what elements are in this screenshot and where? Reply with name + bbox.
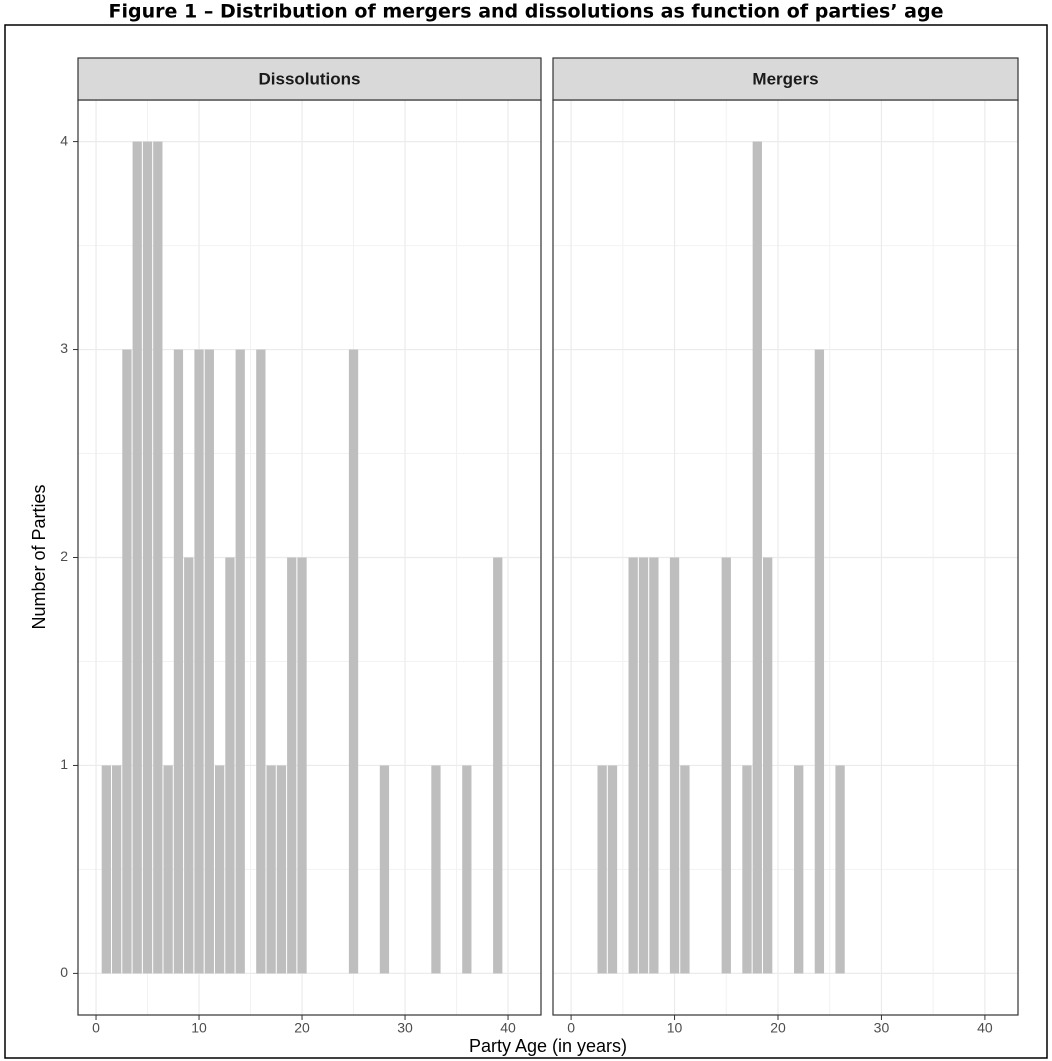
bar <box>462 765 472 974</box>
bar <box>256 349 266 974</box>
bar <box>132 141 142 974</box>
bar <box>493 557 503 974</box>
x-tick-label: 10 <box>667 1020 683 1036</box>
x-tick-label: 20 <box>770 1020 786 1036</box>
strip <box>552 57 1019 101</box>
strip <box>77 57 542 101</box>
x-tick-label: 30 <box>874 1020 890 1036</box>
bar <box>266 765 276 974</box>
x-tick-label: 40 <box>500 1020 516 1036</box>
strip-label: Mergers <box>752 69 818 88</box>
bar <box>297 557 307 974</box>
bar <box>235 349 245 974</box>
bar <box>153 141 163 974</box>
bar <box>628 557 638 974</box>
bar <box>763 557 773 974</box>
y-axis-label: Number of Parties <box>29 484 49 629</box>
y-tick-label: 2 <box>60 548 68 564</box>
bar <box>597 765 607 974</box>
bar <box>276 765 287 974</box>
bar <box>163 765 173 974</box>
strip-label: Dissolutions <box>258 69 360 88</box>
bar <box>835 765 845 974</box>
x-tick-label: 0 <box>567 1020 575 1036</box>
figure-border <box>4 24 1048 1059</box>
figure-title: Figure 1 – Distribution of mergers and d… <box>109 1 944 23</box>
bar <box>649 557 659 974</box>
y-tick-label: 4 <box>60 132 68 148</box>
bar <box>794 765 804 974</box>
x-axis-label: Party Age (in years) <box>469 1036 627 1056</box>
bar <box>122 349 132 974</box>
y-tick-label: 1 <box>60 756 68 772</box>
x-tick-label: 0 <box>92 1020 100 1036</box>
bar <box>225 557 235 974</box>
bar <box>607 765 618 974</box>
bar <box>669 557 680 974</box>
bar <box>348 349 359 974</box>
bar <box>194 349 204 974</box>
x-tick-label: 30 <box>397 1020 413 1036</box>
y-tick-label: 3 <box>60 340 68 356</box>
bar <box>214 765 225 974</box>
bar <box>173 349 184 974</box>
bar <box>638 557 649 974</box>
x-tick-label: 20 <box>294 1020 310 1036</box>
bar <box>721 557 731 974</box>
bar <box>204 349 214 974</box>
bar <box>379 765 390 974</box>
bar <box>814 349 825 974</box>
y-tick-label: 0 <box>60 964 68 980</box>
bar <box>287 557 297 974</box>
bar <box>111 765 122 974</box>
bar <box>142 141 153 974</box>
bar <box>101 765 111 974</box>
x-tick-label: 10 <box>191 1020 207 1036</box>
bar <box>752 141 762 974</box>
x-tick-label: 40 <box>977 1020 993 1036</box>
bar <box>431 765 441 974</box>
bar <box>184 557 194 974</box>
bar <box>742 765 752 974</box>
bar <box>680 765 690 974</box>
